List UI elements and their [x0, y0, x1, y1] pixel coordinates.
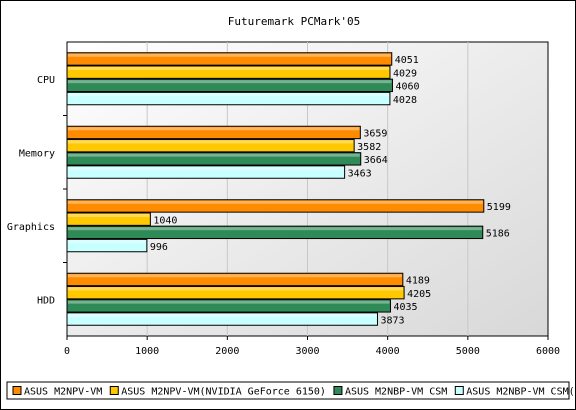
- legend-swatch: [12, 386, 22, 395]
- data-label: 4028: [393, 95, 417, 106]
- x-tick-label: 0: [64, 346, 70, 357]
- bar-highlight: [68, 166, 344, 170]
- bar-highlight: [68, 240, 146, 244]
- bar: [66, 65, 391, 79]
- axes: 0 1000 2000 3000 4000 5000 6000 CPU Memory Graphi…: [7, 75, 560, 357]
- data-label: 3664: [364, 155, 388, 166]
- bar: [66, 225, 484, 240]
- data-label: 4060: [395, 82, 419, 93]
- data-label: 4035: [393, 302, 417, 313]
- category-label: Graphics: [7, 222, 55, 233]
- bar: [66, 285, 405, 300]
- legend-swatch: [109, 386, 119, 395]
- bar-highlight: [68, 287, 404, 291]
- legend-label: ASUS M2NPV-VM: [24, 387, 102, 398]
- x-tick-label: 4000: [376, 346, 400, 357]
- bar: [66, 312, 378, 326]
- x-tick-label: 2000: [215, 346, 239, 357]
- x-tick-label: 1000: [135, 346, 159, 357]
- bar: [66, 238, 148, 253]
- data-label: 5199: [487, 202, 511, 213]
- category-label: Memory: [19, 148, 55, 159]
- data-label: 4051: [395, 55, 419, 66]
- bar: [66, 138, 355, 153]
- bar-highlight: [68, 274, 402, 278]
- legend-box: [6, 381, 570, 400]
- bar-highlight: [68, 140, 354, 144]
- data-label: 3463: [348, 168, 372, 179]
- bar: [66, 299, 391, 313]
- bar: [66, 125, 361, 140]
- data-label: 3582: [357, 142, 381, 153]
- bar-highlight: [68, 53, 391, 57]
- legend-swatch: [454, 386, 464, 395]
- bar-highlight: [68, 200, 483, 204]
- bar: [66, 91, 391, 106]
- bar-highlight: [68, 153, 360, 157]
- bar-highlight: [68, 313, 377, 317]
- category-label: CPU: [37, 75, 55, 86]
- bar-highlight: [68, 300, 390, 304]
- bar: [66, 52, 393, 66]
- data-label: 4189: [406, 276, 430, 287]
- category-label: HDD: [37, 295, 55, 306]
- bar: [66, 165, 346, 179]
- legend: ASUS M2NPV-VM ASUS M2NPV-VM(NVIDIA GeForc…: [6, 381, 576, 400]
- data-label: 4205: [407, 289, 431, 300]
- bar-highlight: [68, 227, 482, 231]
- data-label: 996: [150, 242, 168, 253]
- chart-title: Futuremark PCMark'05: [228, 15, 360, 28]
- x-tick-label: 3000: [295, 346, 319, 357]
- bar: [66, 152, 362, 166]
- bar-highlight: [68, 80, 392, 84]
- legend-swatch: [333, 386, 343, 395]
- bar-highlight: [68, 66, 389, 70]
- bars: 4051 4029 4060 4028 3659 3582 3664 3463 5199 1040…: [66, 52, 511, 326]
- bar-highlight: [68, 213, 150, 217]
- data-label: 4029: [393, 68, 417, 79]
- data-label: 3873: [380, 315, 404, 326]
- legend-label: ASUS M2NBP-VM CSM(Quadro NVS 210S): [466, 387, 576, 398]
- data-label: 5186: [486, 229, 510, 240]
- data-label: 3659: [363, 129, 387, 140]
- legend-label: ASUS M2NBP-VM CSM: [345, 387, 447, 398]
- x-tick-label: 6000: [536, 346, 560, 357]
- bar: [66, 272, 404, 287]
- bar: [66, 199, 485, 213]
- legend-label: ASUS M2NPV-VM(NVIDIA GeForce 6150): [121, 387, 326, 398]
- bar: [66, 78, 393, 93]
- bar-highlight: [68, 127, 360, 131]
- data-label: 1040: [153, 215, 177, 226]
- bar-highlight: [68, 93, 389, 97]
- x-tick-label: 5000: [456, 346, 480, 357]
- bar: [66, 212, 151, 226]
